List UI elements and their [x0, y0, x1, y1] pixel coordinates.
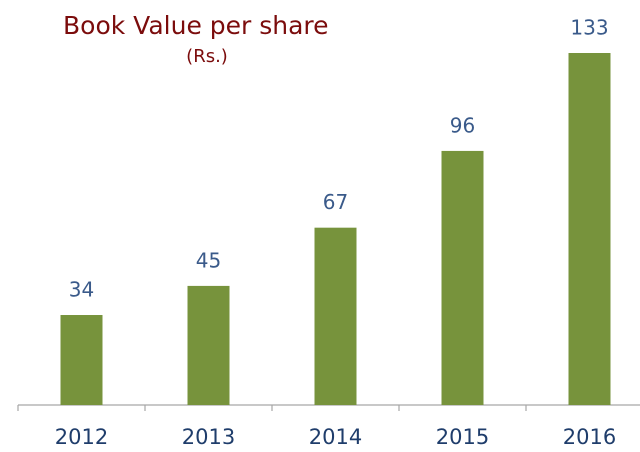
x-tick-label: 2012 [55, 425, 108, 449]
x-tick-label: 2014 [309, 425, 362, 449]
chart-subtitle: (Rs.) [186, 46, 228, 67]
data-label: 96 [450, 113, 475, 137]
bar [568, 53, 611, 405]
bar [441, 150, 484, 405]
data-label: 133 [570, 16, 608, 40]
data-label: 67 [323, 190, 348, 214]
bar [187, 285, 230, 405]
x-tick-label: 2013 [182, 425, 235, 449]
data-label: 45 [196, 248, 221, 272]
data-label: 34 [69, 278, 94, 302]
bar [314, 227, 357, 405]
chart-title: Book Value per share [63, 11, 329, 40]
x-tick-label: 2016 [563, 425, 616, 449]
x-tick-label: 2015 [436, 425, 489, 449]
bar [60, 315, 103, 405]
